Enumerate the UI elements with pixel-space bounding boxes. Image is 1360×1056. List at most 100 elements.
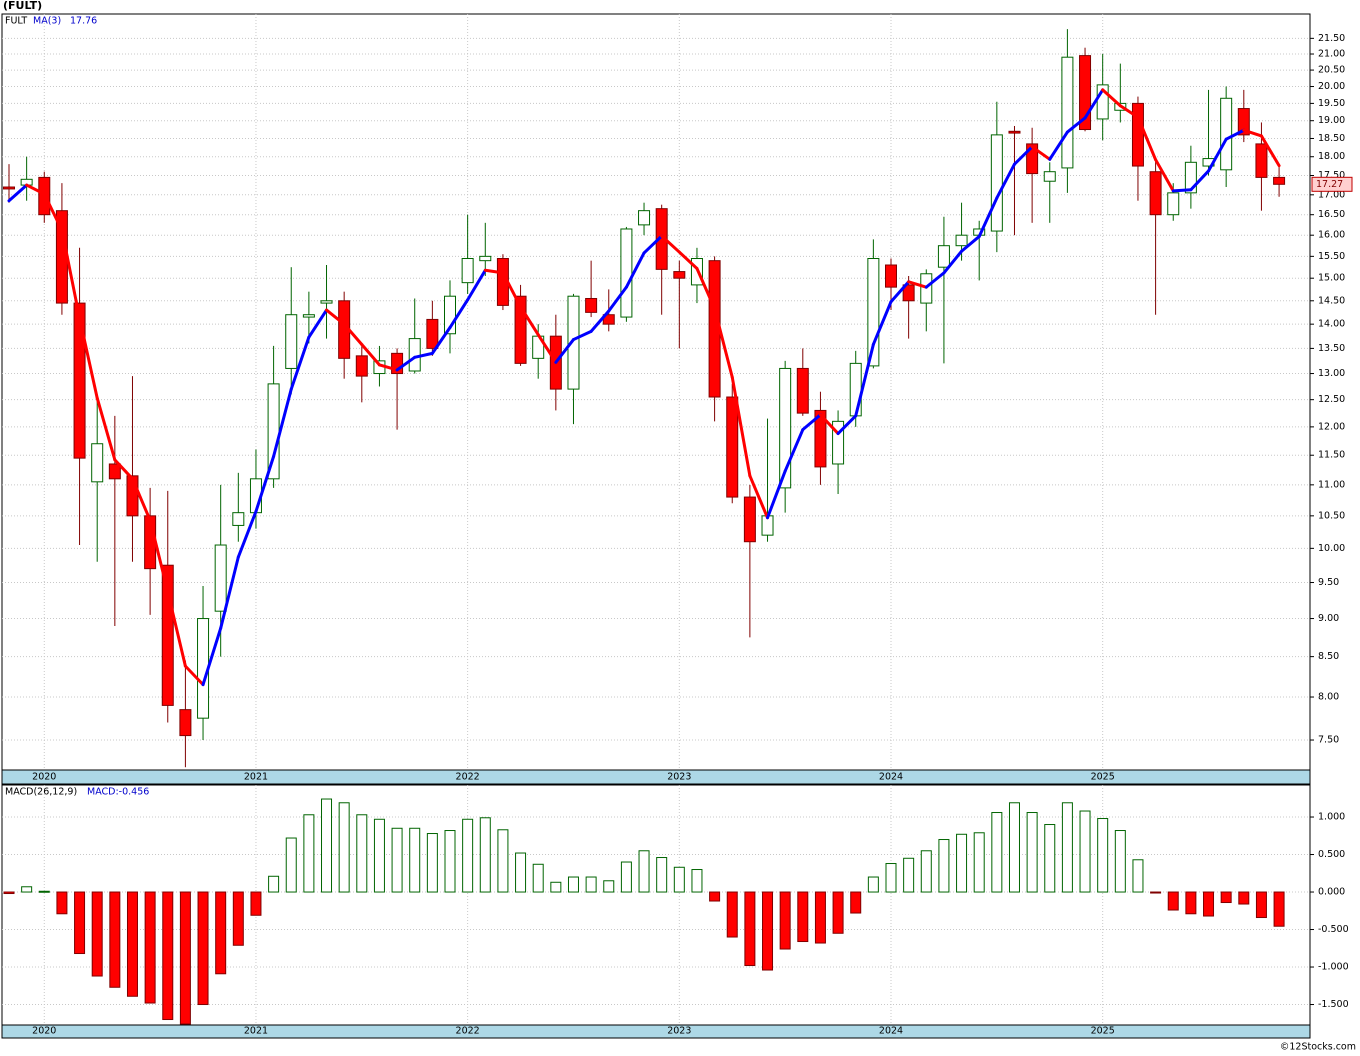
- candle-body: [73, 302, 86, 459]
- candle-body: [726, 396, 739, 498]
- ma-line: [307, 308, 329, 339]
- candle-body: [479, 255, 492, 262]
- macd-bar: [1008, 802, 1020, 893]
- candle-body: [620, 228, 633, 318]
- macd-bar: [1079, 810, 1091, 893]
- y-tick-label: 18.00: [1318, 151, 1345, 162]
- macd-bar: [373, 818, 385, 893]
- macd-bar: [797, 891, 809, 943]
- ma-line: [713, 307, 734, 379]
- y-tick-label: 20.50: [1318, 65, 1345, 76]
- y-tick-label: 1.000: [1318, 812, 1345, 823]
- macd-bar: [673, 866, 685, 893]
- ma-line: [1207, 137, 1228, 173]
- labels: (FULT) FULT MA(3) 17.76 MACD(26,12,9) MA…: [3, 0, 1356, 1053]
- candle-body: [391, 352, 404, 375]
- macd-bar: [762, 891, 774, 971]
- candle-body: [232, 512, 245, 526]
- candle-body: [885, 264, 897, 288]
- candle-body: [1026, 143, 1039, 175]
- y-tick-label: 15.00: [1318, 273, 1345, 284]
- macd-bar: [56, 891, 68, 915]
- candle-body: [408, 338, 421, 372]
- candle-body: [814, 409, 827, 468]
- ma-line: [871, 300, 893, 346]
- ma-line: [254, 454, 276, 513]
- legend-ma-value: 17.76: [70, 16, 97, 27]
- candle-body: [214, 544, 227, 612]
- ma-line: [95, 396, 117, 462]
- macd-bar: [832, 891, 844, 934]
- macd-bar: [426, 833, 438, 893]
- y-tick-label: 21.50: [1318, 33, 1345, 44]
- y-tick-label: 21.00: [1318, 49, 1345, 60]
- marks: [3, 29, 1286, 1025]
- macd-bar: [1026, 812, 1038, 893]
- macd-bar: [920, 850, 932, 893]
- y-tick-label: 7.50: [1318, 735, 1339, 746]
- macd-bar: [956, 833, 968, 893]
- x-tick-label: 2024: [879, 1026, 903, 1037]
- y-tick-label: 12.50: [1318, 394, 1345, 405]
- candle-body: [849, 362, 862, 417]
- ma-line: [942, 249, 964, 275]
- ma-line: [325, 308, 346, 326]
- x-tick-label: 2023: [667, 1026, 691, 1037]
- candle-body: [867, 258, 880, 367]
- x-tick-label: 2020: [32, 1026, 56, 1037]
- copyright: ©12Stocks.com: [1280, 1042, 1356, 1053]
- ma-line: [342, 322, 364, 346]
- candle-body: [1061, 56, 1074, 169]
- ma-line: [977, 196, 999, 238]
- candle-body: [1255, 143, 1268, 178]
- ma-line: [660, 234, 681, 254]
- ma-line: [960, 234, 981, 253]
- candle-body: [937, 245, 950, 268]
- ma-line: [7, 183, 29, 203]
- y-tick-label: 12.00: [1318, 421, 1345, 432]
- candle-body: [1237, 108, 1250, 136]
- ma-line: [748, 474, 770, 520]
- macd-bar: [638, 850, 650, 893]
- macd-bar: [250, 891, 262, 916]
- grid: [2, 14, 1314, 1025]
- ma-line: [607, 285, 628, 313]
- ma-line: [924, 271, 946, 289]
- macd-bar: [850, 891, 862, 914]
- ma-line: [1154, 158, 1175, 193]
- y-tick-label: 16.00: [1318, 230, 1345, 241]
- macd-bar: [620, 861, 632, 893]
- candle-body: [179, 709, 192, 737]
- candle-body: [567, 295, 580, 390]
- ma-line: [624, 251, 646, 289]
- ma-line: [642, 234, 664, 255]
- ma-line: [1048, 130, 1069, 161]
- macd-bar: [38, 890, 50, 893]
- y-tick-label: 14.00: [1318, 319, 1345, 330]
- candle-body: [1149, 171, 1162, 216]
- candle-body: [1008, 130, 1021, 134]
- macd-bar: [867, 876, 879, 893]
- date-band: [1, 1024, 1311, 1039]
- macd-bar: [356, 814, 368, 893]
- ma-line: [589, 309, 611, 333]
- macd-bar: [1203, 891, 1215, 917]
- ma-line: [113, 458, 134, 481]
- ma-line: [1224, 128, 1246, 141]
- macd-bar: [938, 839, 950, 893]
- candle-body: [285, 314, 298, 369]
- y-tick-label: 15.50: [1318, 251, 1345, 262]
- ma-line: [1259, 134, 1281, 168]
- ma-line: [1101, 88, 1122, 108]
- macd-bar: [691, 869, 703, 893]
- y-tick-label: 10.00: [1318, 543, 1345, 554]
- ma-line: [1136, 115, 1158, 162]
- macd-bar: [197, 891, 209, 1006]
- ma-line: [1012, 145, 1034, 166]
- ma-line: [466, 268, 487, 302]
- macd-bar: [1220, 891, 1232, 904]
- x-tick-label: 2022: [456, 1026, 480, 1037]
- ma-line: [289, 335, 311, 391]
- ma-line: [430, 326, 452, 355]
